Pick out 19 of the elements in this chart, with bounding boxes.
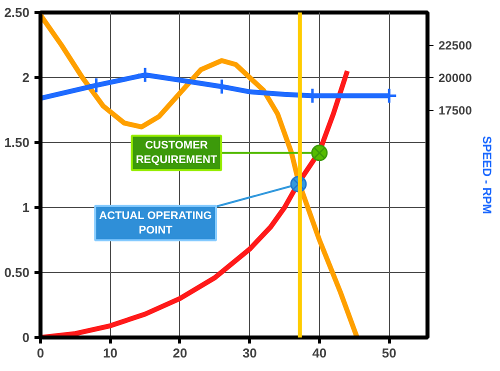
y-tick-label: 1.50 [4, 135, 30, 150]
y-tick-label: 0 [22, 330, 30, 345]
x-tick-label: 30 [242, 346, 257, 360]
y2-tick-label: 22500 [438, 38, 472, 52]
y-tick-label: 2 [22, 70, 30, 85]
y2-axis-title: SPEED - RPM [480, 136, 494, 214]
y2-tick-label: 20000 [438, 71, 472, 85]
y-tick-label: 1 [22, 200, 30, 215]
y-tick-label: 2.50 [4, 5, 30, 20]
x-tick-label: 20 [172, 346, 188, 360]
y2-tick-label: 17500 [438, 104, 472, 118]
annotation: ACTUAL OPERATING POINT [99, 210, 212, 236]
y-tick-label: 0.50 [4, 265, 30, 280]
x-tick-label: 10 [103, 346, 118, 360]
x-tick-label: 40 [312, 346, 327, 360]
x-tick-label: 50 [382, 346, 396, 360]
x-tick-label: 0 [36, 346, 44, 360]
point [88, 77, 105, 94]
annotation: CUSTOMER REQUIREMENT [136, 140, 218, 166]
